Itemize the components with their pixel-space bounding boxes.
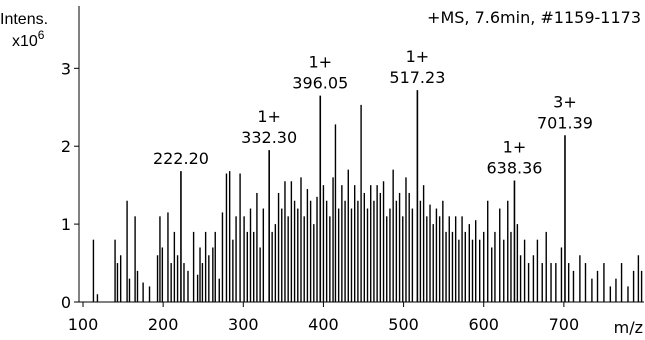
charge-label: 1+ <box>406 47 430 66</box>
charge-label: 3+ <box>553 92 577 111</box>
x-tick-label: 100 <box>68 315 99 334</box>
x-tick-label: 600 <box>468 315 499 334</box>
x-tick-label: 500 <box>388 315 419 334</box>
x-tick-label: 700 <box>549 315 580 334</box>
x-tick-label: 200 <box>148 315 179 334</box>
peak-label: 222.20 <box>153 149 209 168</box>
charge-label: 1+ <box>503 137 527 156</box>
peak-label: 396.05 <box>292 74 348 93</box>
y-tick-label: 3 <box>61 59 71 78</box>
peak-label: 701.39 <box>537 113 593 132</box>
peak-label: 332.30 <box>241 128 297 147</box>
x-axis-label: m/z <box>614 318 643 337</box>
chart-title: +MS, 7.6min, #1159-1173 <box>427 8 641 27</box>
y-tick-label: 0 <box>61 293 71 312</box>
charge-label: 1+ <box>308 53 332 72</box>
y-scale-base: x10 <box>12 33 38 50</box>
peak-label: 517.23 <box>389 68 445 87</box>
peak-label: 638.36 <box>486 158 542 177</box>
y-scale-power: 6 <box>38 28 45 42</box>
x-tick-label: 400 <box>308 315 339 334</box>
y-axis-label: Intens. <box>0 11 48 28</box>
charge-label: 1+ <box>257 107 281 126</box>
y-scale: x106 <box>12 28 45 50</box>
y-tick-label: 2 <box>61 137 71 156</box>
y-tick-label: 1 <box>61 215 71 234</box>
x-tick-label: 300 <box>228 315 259 334</box>
